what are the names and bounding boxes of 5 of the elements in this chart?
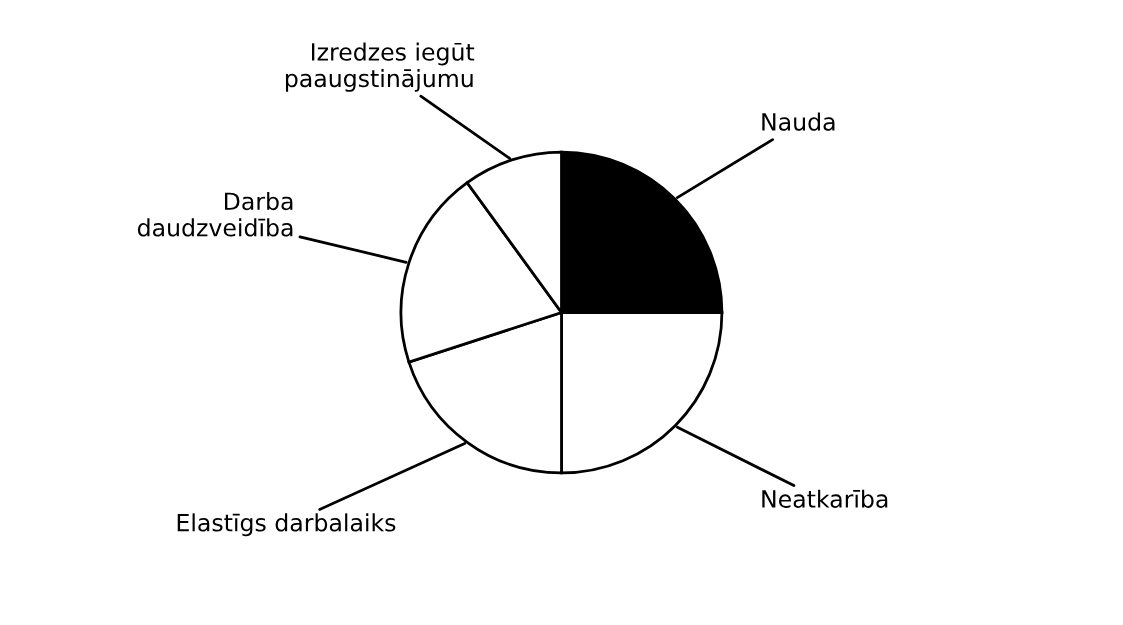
slice-label: Elastīgs darbalaiks — [177, 513, 396, 537]
slice-label: Izredzes iegūt paaugstinājumu — [285, 42, 475, 92]
slice-label: Neatkarība — [762, 489, 888, 508]
slice-label: Darba daudzveidība — [137, 191, 293, 237]
slice-label: Nauda — [762, 112, 835, 131]
